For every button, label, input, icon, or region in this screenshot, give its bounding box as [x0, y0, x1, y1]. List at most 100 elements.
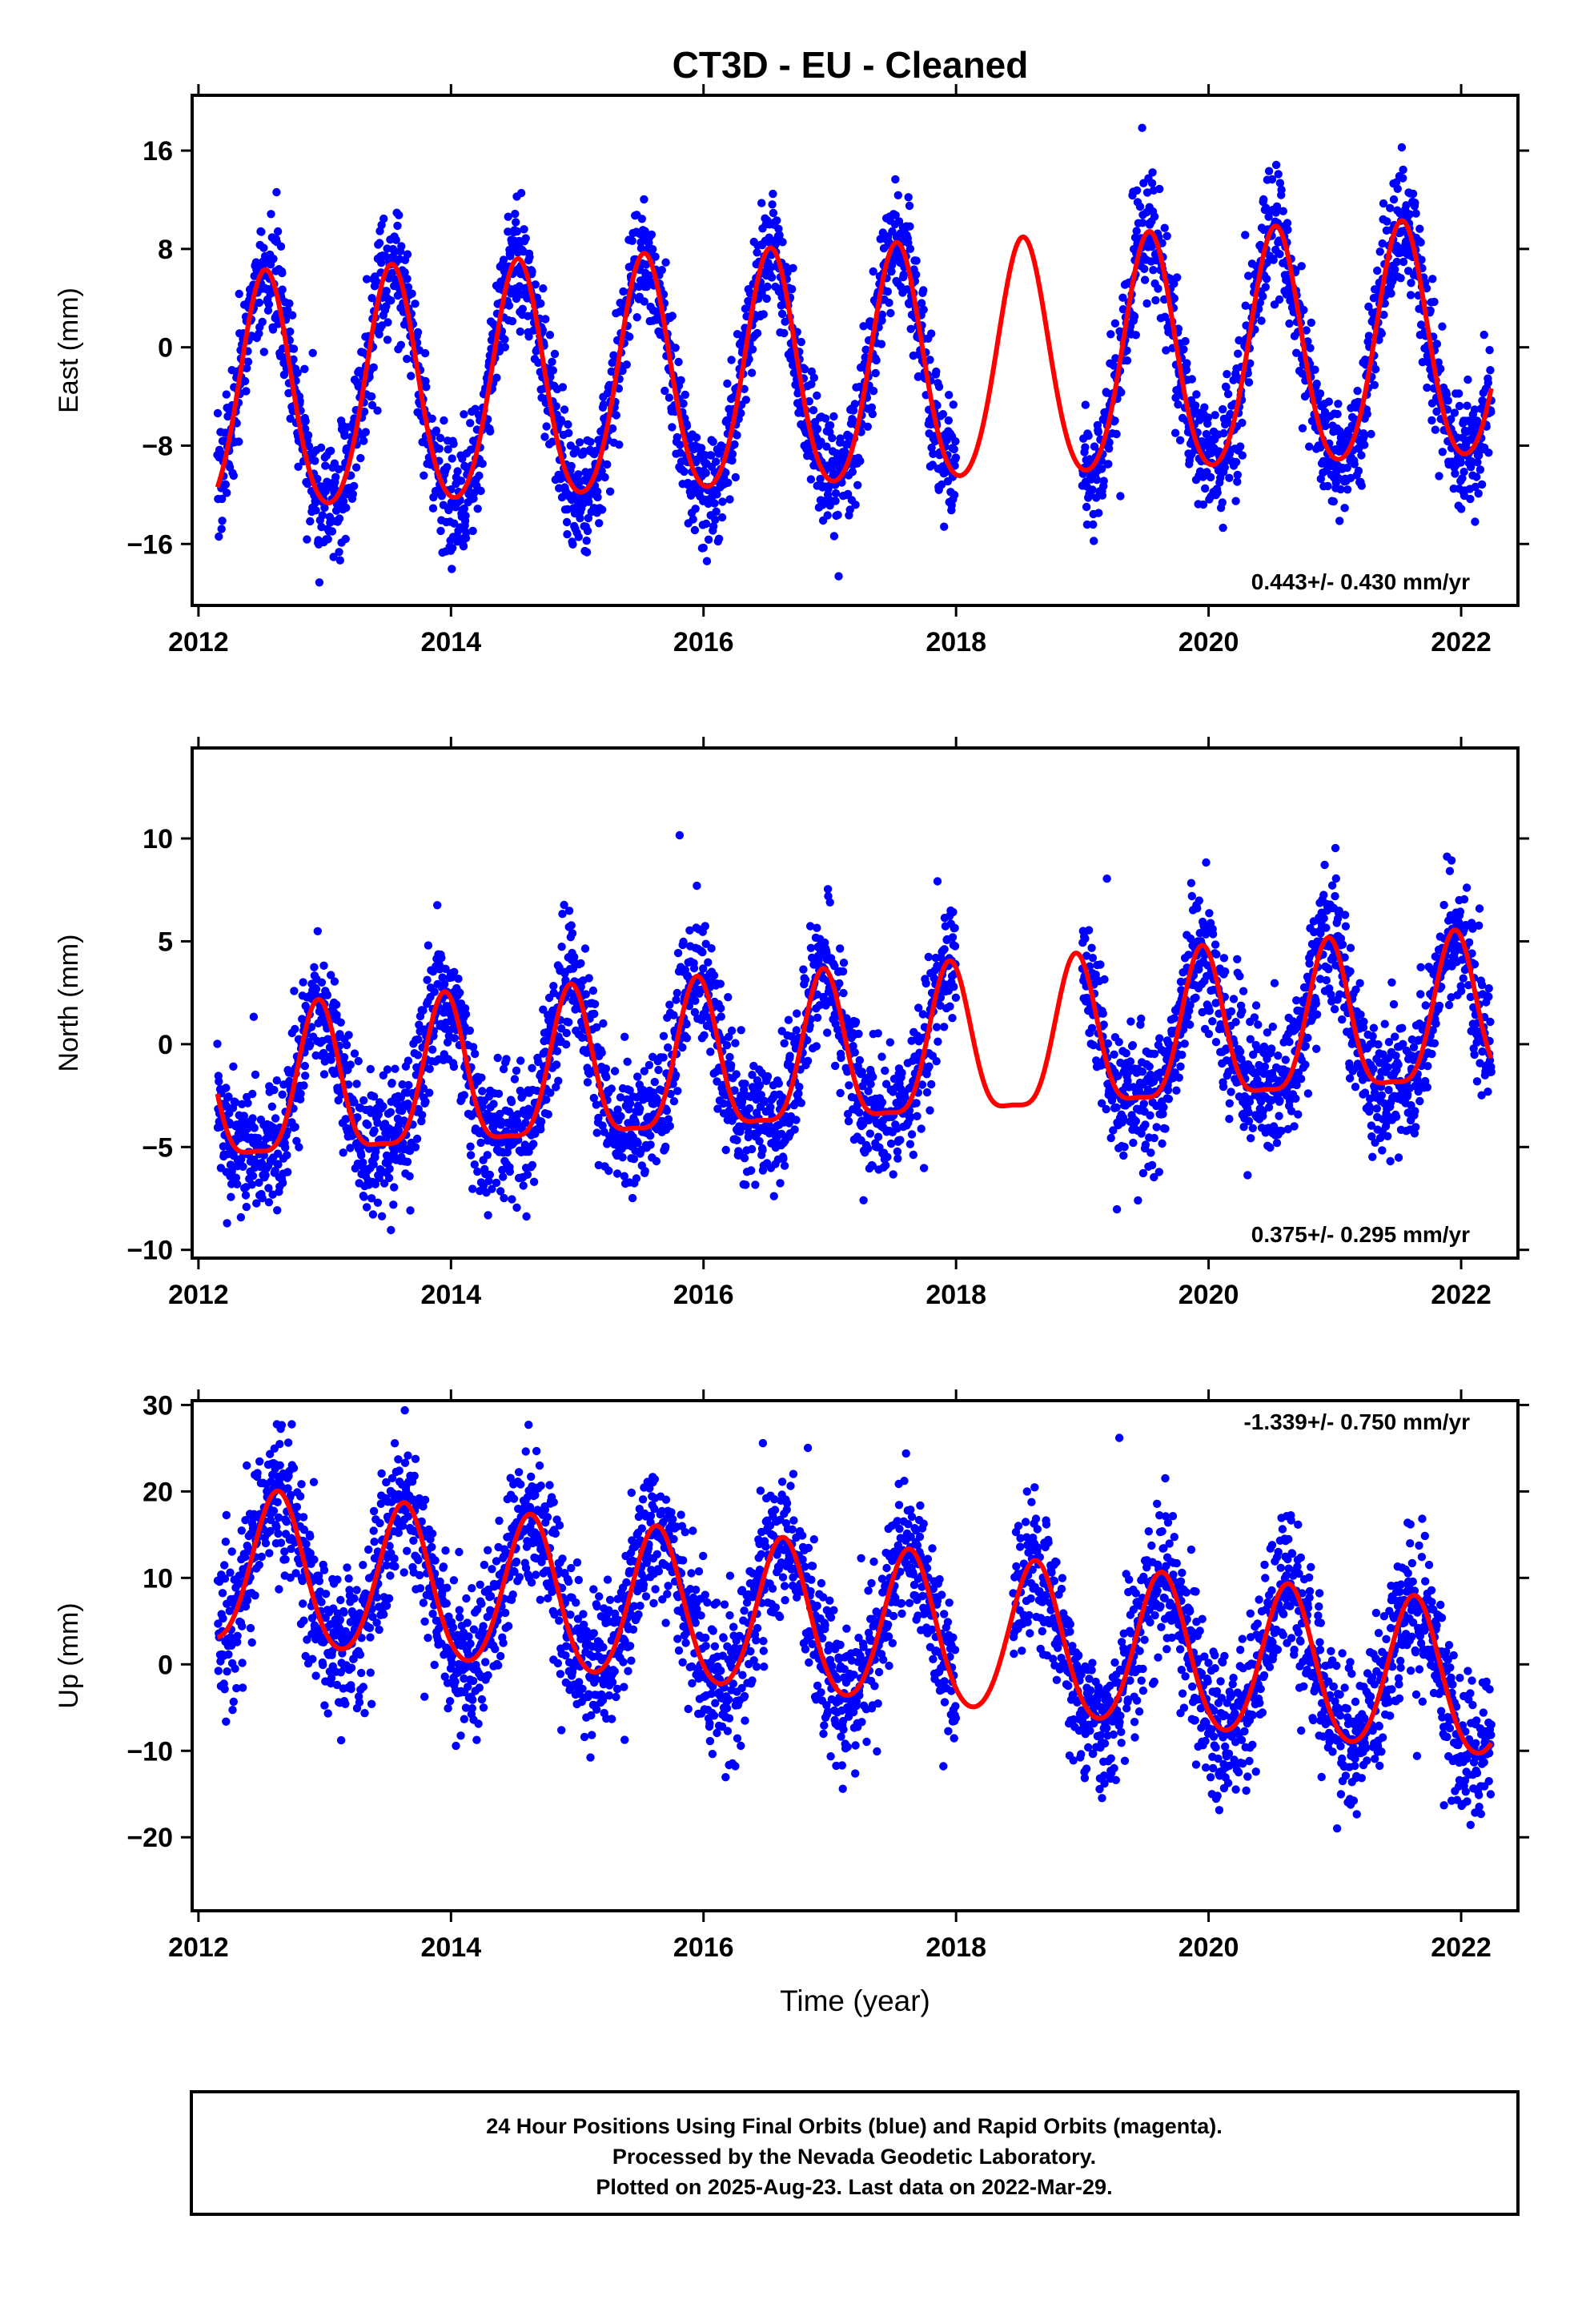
data-point: [539, 284, 548, 293]
data-point: [665, 393, 674, 402]
data-point: [1175, 436, 1185, 444]
data-point: [500, 343, 509, 352]
data-point: [405, 1172, 414, 1181]
data-point: [951, 436, 960, 446]
data-point: [704, 958, 713, 967]
data-point: [612, 411, 620, 420]
data-point: [1480, 330, 1488, 340]
data-point: [731, 1039, 740, 1047]
data-point: [552, 1060, 561, 1069]
data-point: [848, 468, 857, 476]
data-point: [492, 373, 501, 382]
data-point: [1132, 186, 1142, 195]
data-point: [692, 433, 701, 442]
data-point: [758, 1145, 767, 1155]
data-point: [768, 200, 777, 209]
data-point: [597, 467, 606, 476]
data-point: [689, 963, 699, 973]
data-point: [215, 532, 223, 541]
data-point: [554, 1076, 563, 1085]
data-point: [632, 313, 641, 322]
data-point: [640, 227, 649, 235]
data-point: [740, 1154, 749, 1163]
data-point: [505, 1167, 514, 1176]
data-point: [269, 255, 278, 263]
data-point: [370, 1126, 379, 1135]
data-point: [420, 348, 430, 358]
data-point: [843, 489, 853, 499]
data-point: [773, 216, 781, 225]
data-point: [671, 344, 680, 352]
data-point: [691, 505, 700, 513]
data-point: [367, 294, 376, 303]
data-point: [716, 979, 725, 988]
data-point: [1386, 203, 1395, 212]
data-point: [558, 383, 568, 392]
data-point: [215, 1077, 223, 1086]
data-point: [673, 988, 681, 998]
data-point: [223, 489, 231, 497]
data-point: [403, 250, 412, 259]
data-point: [311, 456, 319, 465]
data-point: [677, 376, 685, 384]
data-point: [1231, 457, 1241, 467]
data-point: [428, 504, 438, 513]
data-point: [905, 1140, 915, 1148]
data-point: [640, 297, 648, 306]
data-point: [620, 1032, 629, 1041]
data-point: [704, 535, 713, 544]
data-point: [1182, 359, 1191, 368]
data-point: [227, 1192, 235, 1201]
data-point: [492, 1178, 501, 1188]
data-point: [651, 252, 660, 261]
data-point: [379, 1102, 387, 1111]
data-point: [774, 1079, 783, 1088]
data-point: [330, 977, 339, 986]
data-point: [859, 1196, 868, 1205]
data-point: [1428, 275, 1437, 283]
data-point: [1223, 370, 1231, 379]
data-point: [522, 1212, 531, 1221]
data-point: [412, 1134, 422, 1144]
data-point: [872, 356, 881, 365]
data-point: [1323, 481, 1332, 491]
data-point: [602, 1072, 611, 1082]
data-point: [927, 329, 936, 338]
data-point: [1147, 179, 1157, 187]
data-point: [747, 1144, 757, 1154]
data-point: [646, 1140, 655, 1149]
data-point: [1306, 344, 1315, 352]
data-point: [628, 236, 636, 245]
data-point: [1104, 460, 1113, 468]
data-point: [1181, 336, 1190, 346]
data-point: [449, 440, 458, 448]
data-point: [550, 349, 560, 359]
data-point: [905, 244, 915, 253]
data-point: [383, 336, 392, 344]
data-point: [731, 472, 740, 482]
data-point: [339, 497, 348, 506]
data-point: [335, 514, 344, 523]
data-point: [433, 901, 442, 910]
data-point: [562, 517, 572, 527]
data-point: [622, 360, 631, 369]
data-point: [934, 382, 944, 392]
data-point: [283, 1168, 292, 1176]
data-point: [389, 1200, 398, 1209]
data-point: [912, 270, 921, 279]
data-point: [310, 963, 319, 972]
data-point: [780, 328, 789, 338]
data-point: [373, 1198, 383, 1208]
data-point: [510, 1075, 520, 1084]
data-point: [640, 195, 648, 204]
data-point: [648, 245, 657, 254]
data-point: [741, 1080, 749, 1088]
data-point: [809, 373, 818, 382]
data-point: [807, 380, 816, 388]
data-point: [317, 522, 326, 532]
data-point: [868, 409, 877, 419]
data-point: [1343, 464, 1351, 472]
data-point: [229, 471, 238, 480]
x-tick-label: 2014: [420, 627, 481, 657]
data-point: [344, 1031, 353, 1039]
